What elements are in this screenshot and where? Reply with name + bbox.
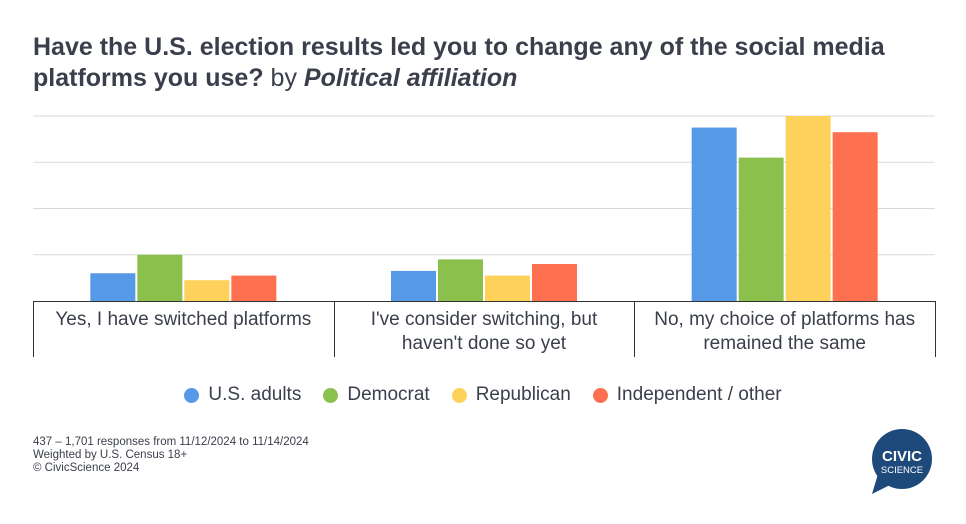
title-by: by — [270, 64, 297, 92]
footnote: 437 – 1,701 responses from 11/12/2024 to… — [33, 436, 309, 475]
bar — [785, 116, 831, 301]
legend-swatch — [323, 387, 339, 403]
bar — [391, 270, 436, 301]
chart-legend: U.S. adults Democrat Republican Independent… — [0, 384, 966, 406]
bar — [137, 254, 183, 301]
legend-label: Democrat — [347, 384, 430, 405]
legend-label: Republican — [475, 384, 571, 405]
footnote-responses: 437 – 1,701 responses from 11/12/2024 to… — [33, 436, 309, 448]
footnote-weighting: Weighted by U.S. Census 18+ — [33, 449, 188, 461]
bar — [485, 275, 530, 301]
title-main: Have the U.S. election results led you t… — [33, 33, 885, 92]
footnote-copyright: © CivicScience 2024 — [33, 462, 140, 474]
x-tick-label: No, my choice of platforms has — [654, 309, 915, 330]
bar — [231, 275, 277, 301]
bar — [738, 157, 784, 301]
bar-chart: Yes, I have switched platforms I've consi… — [33, 115, 936, 357]
x-tick-label: remained the same — [703, 333, 866, 354]
legend-label: U.S. adults — [208, 384, 302, 405]
chart-title: Have the U.S. election results led you t… — [33, 32, 933, 94]
x-tick-label: I've consider switching, but — [371, 309, 598, 330]
bar — [438, 259, 483, 301]
legend-item: Democrat — [323, 384, 430, 406]
civicscience-logo: CIVIC SCIENCE — [872, 429, 932, 494]
legend-swatch — [184, 387, 200, 403]
legend-item: U.S. adults — [184, 384, 301, 406]
logo-word-science: SCIENCE — [881, 465, 923, 476]
legend-item: Independent / other — [592, 384, 782, 406]
bar — [184, 280, 230, 301]
bar — [90, 273, 136, 301]
title-affiliation: Political affiliation — [303, 64, 518, 92]
x-tick-label: haven't done so yet — [402, 333, 567, 354]
bar — [691, 127, 737, 301]
legend-item: Republican — [451, 384, 571, 406]
legend-swatch — [451, 387, 467, 403]
bar — [832, 132, 878, 301]
legend-swatch — [592, 387, 608, 403]
x-tick-label: Yes, I have switched platforms — [55, 309, 311, 330]
legend-label: Independent / other — [616, 384, 782, 405]
bar — [532, 264, 577, 301]
logo-word-civic: CIVIC — [882, 448, 922, 465]
